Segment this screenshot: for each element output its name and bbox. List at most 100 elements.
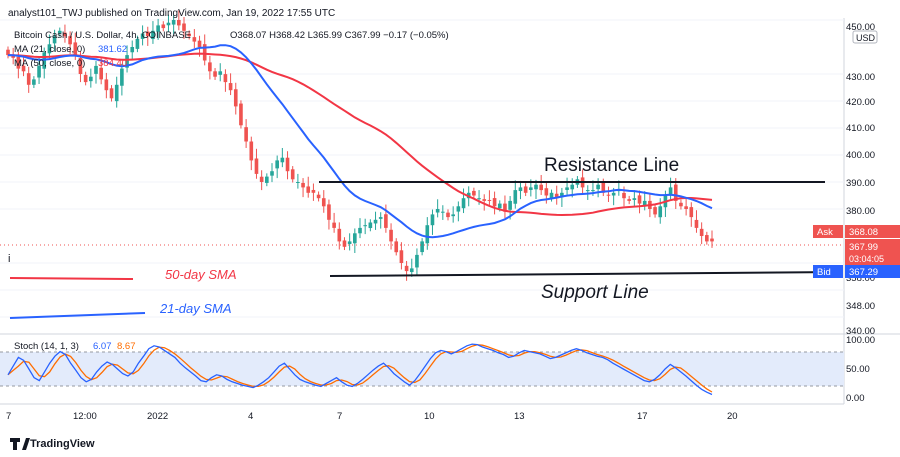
candle-down[interactable] xyxy=(394,241,399,253)
time-axis[interactable]: 7 12:00 2022 4 7 10 13 17 20 xyxy=(6,411,738,422)
stoch-legend-label[interactable]: Stoch (14, 1, 3) xyxy=(14,341,79,352)
candle-down[interactable] xyxy=(399,250,404,263)
candle-up[interactable] xyxy=(358,227,362,234)
candle-down[interactable] xyxy=(228,83,233,91)
sma50-legend-line[interactable] xyxy=(9,277,134,280)
candle-down[interactable] xyxy=(539,184,543,191)
candlestick-series[interactable] xyxy=(6,10,714,281)
candle-down[interactable] xyxy=(259,176,264,182)
candle-down[interactable] xyxy=(197,40,202,47)
candle-down[interactable] xyxy=(544,188,549,196)
candle-down[interactable] xyxy=(321,198,326,207)
candle-down[interactable] xyxy=(384,214,388,228)
candle-down[interactable] xyxy=(78,57,83,74)
candle-down[interactable] xyxy=(694,219,699,228)
candle-down[interactable] xyxy=(404,265,409,272)
candle-down[interactable] xyxy=(311,189,316,193)
candle-down[interactable] xyxy=(684,206,688,209)
symbol-description[interactable]: Bitcoin Cash / U.S. Dollar, 4h, COINBASE xyxy=(14,30,191,41)
tradingview-logo[interactable]: TradingView xyxy=(10,438,95,450)
candle-up[interactable] xyxy=(130,47,135,53)
candle-up[interactable] xyxy=(518,187,523,192)
candle-down[interactable] xyxy=(601,181,606,193)
candle-up[interactable] xyxy=(534,184,538,190)
candle-down[interactable] xyxy=(389,229,393,242)
candle-up[interactable] xyxy=(596,184,600,190)
ma21-legend-label[interactable]: MA (21, close, 0) xyxy=(14,44,85,55)
candle-down[interactable] xyxy=(73,42,78,56)
candle-up[interactable] xyxy=(642,200,647,206)
candle-up[interactable] xyxy=(89,76,93,82)
candle-down[interactable] xyxy=(554,193,559,199)
candle-down[interactable] xyxy=(187,33,191,37)
candle-up[interactable] xyxy=(347,241,352,244)
candle-up[interactable] xyxy=(658,206,663,218)
candle-down[interactable] xyxy=(192,37,197,42)
candle-up[interactable] xyxy=(611,192,616,196)
candle-up[interactable] xyxy=(585,190,590,192)
candle-down[interactable] xyxy=(472,190,476,196)
candle-up[interactable] xyxy=(508,200,512,210)
candle-down[interactable] xyxy=(104,79,109,91)
candle-down[interactable] xyxy=(244,127,248,142)
candle-up[interactable] xyxy=(57,30,62,34)
candle-up[interactable] xyxy=(353,233,357,244)
candle-up[interactable] xyxy=(632,198,637,200)
candle-up[interactable] xyxy=(296,182,300,183)
candle-down[interactable] xyxy=(606,194,611,196)
candle-up[interactable] xyxy=(425,225,430,244)
support-annotation[interactable]: Support Line xyxy=(541,282,649,303)
candle-down[interactable] xyxy=(239,103,243,126)
candle-down[interactable] xyxy=(254,158,259,174)
candle-down[interactable] xyxy=(487,199,492,201)
resistance-annotation[interactable]: Resistance Line xyxy=(544,155,679,176)
candle-up[interactable] xyxy=(125,55,129,68)
candle-down[interactable] xyxy=(627,199,631,201)
candle-up[interactable] xyxy=(151,30,155,40)
candle-down[interactable] xyxy=(653,207,657,215)
candle-up[interactable] xyxy=(415,254,419,268)
candle-down[interactable] xyxy=(161,24,166,29)
candle-up[interactable] xyxy=(140,33,145,39)
candle-down[interactable] xyxy=(523,186,528,193)
support-line[interactable] xyxy=(329,271,843,277)
candle-up[interactable] xyxy=(477,198,481,200)
candle-down[interactable] xyxy=(306,186,311,193)
candle-down[interactable] xyxy=(109,88,114,99)
ask-tag[interactable] xyxy=(813,225,843,238)
candle-down[interactable] xyxy=(233,89,238,107)
candle-down[interactable] xyxy=(223,74,228,83)
sma50-annotation[interactable]: 50-day SMA xyxy=(165,267,237,282)
candle-down[interactable] xyxy=(83,74,88,83)
candle-down[interactable] xyxy=(68,36,72,45)
candle-up[interactable] xyxy=(156,25,160,32)
candle-up[interactable] xyxy=(565,187,569,190)
candle-up[interactable] xyxy=(37,65,41,78)
candle-down[interactable] xyxy=(482,199,487,201)
candle-up[interactable] xyxy=(451,214,455,217)
sma21-legend-line[interactable] xyxy=(9,312,146,319)
candle-up[interactable] xyxy=(47,44,52,54)
candle-up[interactable] xyxy=(461,198,466,209)
stoch-k-line[interactable] xyxy=(7,343,713,396)
candle-up[interactable] xyxy=(497,203,502,209)
candle-down[interactable] xyxy=(6,49,10,56)
candle-down[interactable] xyxy=(285,157,290,172)
candle-down[interactable] xyxy=(21,65,26,72)
stoch-d-line[interactable] xyxy=(7,344,713,393)
candle-down[interactable] xyxy=(679,202,683,207)
candle-up[interactable] xyxy=(368,222,373,229)
candle-up[interactable] xyxy=(529,187,533,190)
candle-down[interactable] xyxy=(249,141,254,161)
candle-down[interactable] xyxy=(710,238,714,242)
candle-up[interactable] xyxy=(435,209,440,213)
candle-up[interactable] xyxy=(270,171,274,176)
sma21-annotation[interactable]: 21-day SMA xyxy=(159,301,232,316)
candle-down[interactable] xyxy=(699,228,704,236)
candle-down[interactable] xyxy=(689,207,694,218)
candle-up[interactable] xyxy=(135,38,140,49)
candle-up[interactable] xyxy=(570,184,575,190)
price-axis[interactable]: 450.00 USD 430.00 420.00 410.00 400.00 3… xyxy=(813,22,900,337)
candle-down[interactable] xyxy=(145,31,150,37)
